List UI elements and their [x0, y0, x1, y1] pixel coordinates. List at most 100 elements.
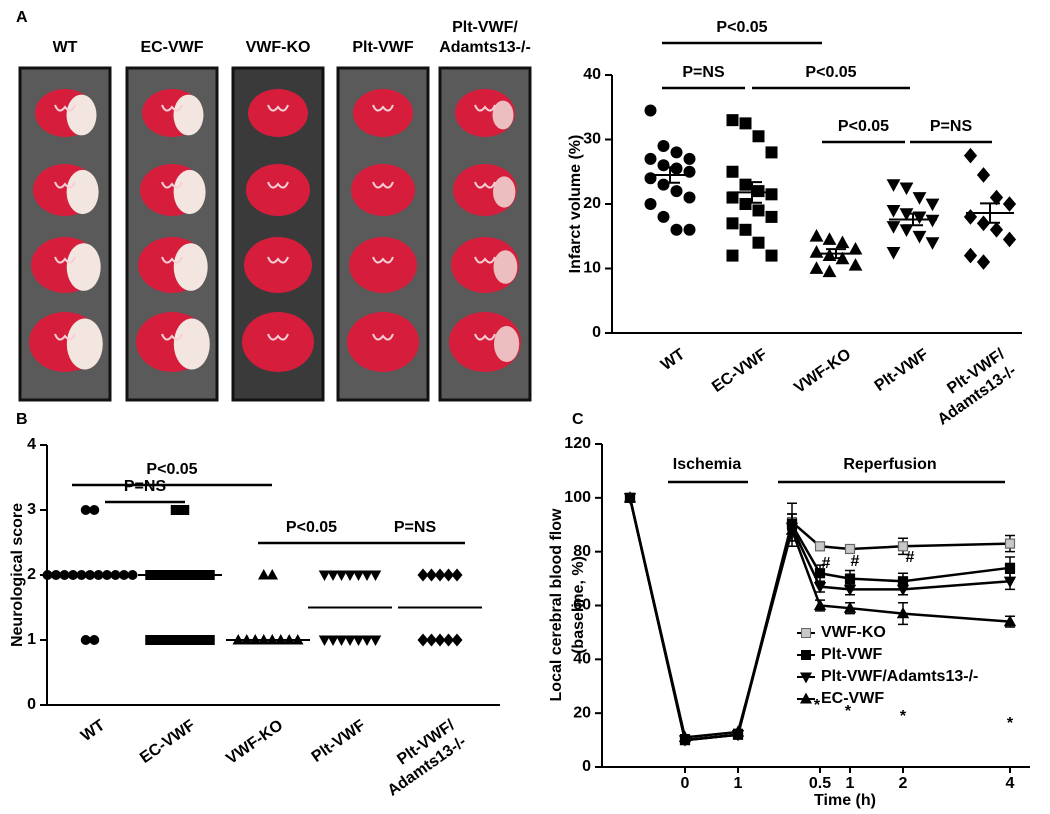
x-tick-label: 1	[846, 775, 855, 792]
marker	[644, 104, 657, 117]
ventricle	[474, 104, 496, 112]
marker	[369, 635, 382, 646]
brain-slice	[244, 237, 312, 293]
marker	[739, 178, 752, 191]
marker	[145, 635, 156, 645]
marker	[799, 692, 813, 704]
ventricle	[267, 181, 289, 189]
marker	[814, 568, 826, 579]
marker	[162, 635, 173, 645]
marker	[976, 167, 991, 183]
marker	[848, 258, 863, 271]
marker	[835, 235, 850, 249]
y-tick-label: 120	[564, 435, 591, 452]
marker	[426, 568, 437, 582]
marker	[670, 146, 683, 159]
annotation: #	[822, 555, 831, 572]
brain-slice	[349, 237, 417, 293]
ventricle	[161, 333, 183, 341]
marker	[89, 505, 100, 515]
marker	[886, 205, 901, 218]
annotation: P<0.05	[805, 64, 856, 81]
marker	[670, 162, 683, 175]
marker	[813, 598, 827, 611]
x-tick-label: 0.5	[809, 775, 831, 792]
y-tick-label: 100	[564, 489, 591, 506]
x-tick-label: 1	[734, 775, 743, 792]
y-tick-label: 10	[583, 260, 601, 277]
marker	[1004, 562, 1016, 573]
photo-label: VWF-KO	[245, 39, 311, 56]
marker	[899, 224, 914, 237]
marker	[89, 635, 100, 645]
legend-label: Plt-VWF/Adamts13-/-	[821, 668, 978, 685]
marker	[726, 249, 739, 262]
ventricle	[54, 256, 76, 264]
x-tick-label: 2	[899, 775, 908, 792]
ventricle	[372, 256, 394, 264]
marker	[153, 635, 164, 645]
y-axis-label: Neurological score	[9, 503, 26, 647]
x-axis-label: Time (h)	[814, 792, 876, 809]
y-tick-label: 2	[27, 566, 36, 583]
photo-label: WT	[52, 39, 78, 56]
y-tick-label: 1	[27, 631, 36, 648]
y-tick-label: 20	[583, 195, 601, 212]
infarct	[66, 318, 103, 370]
marker	[258, 569, 270, 580]
marker	[127, 570, 138, 580]
infarct	[66, 94, 97, 136]
y-axis-label: Local cerebral blood flow	[548, 508, 565, 701]
marker	[912, 192, 927, 205]
marker	[352, 570, 365, 581]
marker	[843, 601, 857, 613]
y-axis-label: Infarct volume (%)	[567, 135, 584, 274]
marker	[896, 584, 910, 596]
ventricle	[474, 333, 496, 341]
marker	[426, 633, 437, 647]
ventricle	[474, 256, 496, 264]
marker	[1003, 615, 1017, 627]
brain-slice	[347, 312, 419, 372]
marker	[196, 635, 207, 645]
marker	[443, 633, 454, 647]
marker	[976, 254, 991, 270]
marker	[335, 570, 348, 581]
marker	[417, 633, 429, 647]
y-tick-label: 0	[27, 696, 36, 713]
marker	[318, 570, 331, 581]
error-bar	[660, 166, 680, 184]
brain-slice	[246, 164, 310, 216]
infarct	[493, 176, 516, 208]
y-tick-label: 60	[573, 597, 591, 614]
infarct	[173, 94, 204, 136]
panel-label: B	[16, 411, 28, 428]
marker	[801, 650, 811, 660]
ventricle	[161, 104, 183, 112]
marker	[443, 568, 454, 582]
x-tick-label: 0	[681, 775, 690, 792]
marker	[352, 635, 365, 646]
marker	[335, 635, 348, 646]
ventricle	[267, 333, 289, 341]
marker	[739, 117, 752, 130]
ventricle	[474, 181, 496, 189]
marker	[657, 178, 670, 191]
marker	[844, 573, 856, 584]
marker	[809, 261, 824, 274]
error-bar	[826, 248, 846, 260]
error-bar	[980, 202, 1000, 224]
y-tick-label: 0	[592, 324, 601, 341]
marker	[886, 179, 901, 192]
marker	[765, 146, 778, 159]
y-axis-label: (baseline, %)	[570, 556, 587, 654]
error-bar	[903, 212, 923, 227]
marker	[925, 198, 940, 212]
marker	[726, 217, 739, 230]
ventricle	[267, 104, 289, 112]
error-bar	[742, 181, 762, 204]
annotation: Ischemia	[673, 456, 742, 473]
marker	[844, 543, 856, 555]
marker	[752, 236, 765, 249]
infarct	[493, 250, 518, 284]
